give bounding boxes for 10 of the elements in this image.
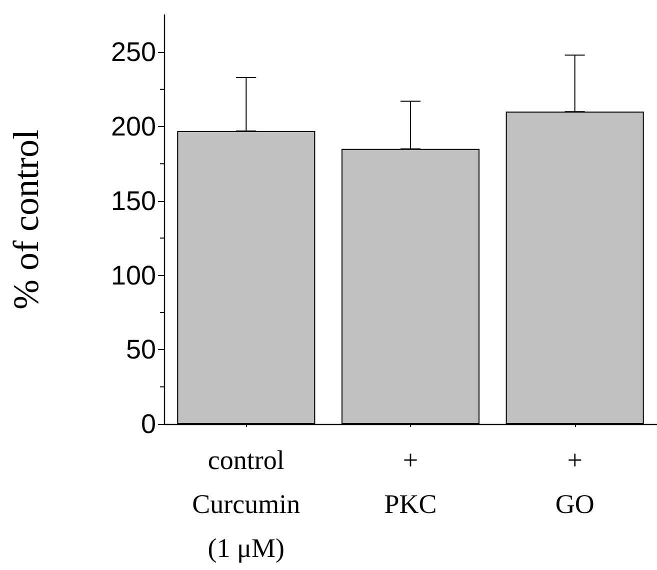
x-tick-label: + GO [555,445,594,519]
x-tick-label: control Curcumin (1 μM) [192,445,301,563]
x-tick-label: + PKC [384,445,437,519]
y-axis-title: % of control [6,130,46,310]
y-tick-label: 100 [110,260,156,290]
y-tick-label: 250 [110,37,156,68]
y-tick-label: 150 [110,186,156,216]
y-tick-label: 50 [126,334,156,365]
y-tick-label: 0 [140,409,156,439]
y-tick-label: 200 [110,112,156,142]
